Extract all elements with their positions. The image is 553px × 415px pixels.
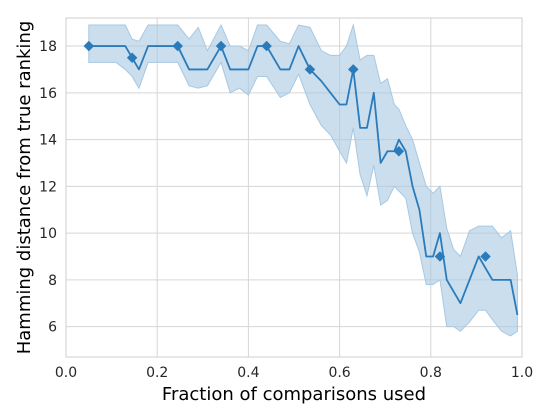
data-point-marker (83, 40, 95, 52)
y-axis-label: Hamming distance from true ranking (14, 21, 35, 355)
y-tick-label: 10 (39, 226, 57, 242)
y-tick-label: 16 (39, 86, 57, 102)
mean-line (88, 45, 519, 316)
data-point-marker (393, 145, 405, 157)
data-point-marker (261, 40, 272, 52)
data-point-marker (172, 40, 184, 52)
y-tick-label: 6 (48, 320, 57, 336)
data-point-marker (304, 64, 316, 75)
y-tick-label: 14 (39, 133, 57, 149)
series-line (88, 45, 519, 316)
y-tick-label: 12 (39, 179, 57, 195)
x-tick-label: 1.0 (511, 365, 533, 381)
x-tick-label: 0.2 (146, 365, 168, 381)
data-point-marker (126, 52, 138, 64)
data-point-marker (215, 40, 227, 52)
x-tick-label: 0.0 (55, 365, 77, 381)
x-tick-label: 0.4 (237, 365, 259, 381)
markers (83, 40, 491, 262)
x-tick-label: 0.8 (420, 365, 442, 381)
data-point-marker (347, 64, 359, 75)
x-axis-label: Fraction of comparisons used (162, 384, 426, 405)
plot-border (65, 17, 523, 358)
x-tick-label: 0.6 (328, 365, 350, 381)
data-point-marker (480, 251, 491, 262)
tick-labels: 0.0 0.2 0.4 0.6 0.8 1.0 6 8 10 12 14 16 18 (39, 39, 533, 381)
y-tick-label: 18 (39, 39, 57, 55)
plot-frame (65, 17, 523, 358)
y-tick-label: 8 (48, 273, 57, 289)
data-point-marker (434, 251, 446, 262)
